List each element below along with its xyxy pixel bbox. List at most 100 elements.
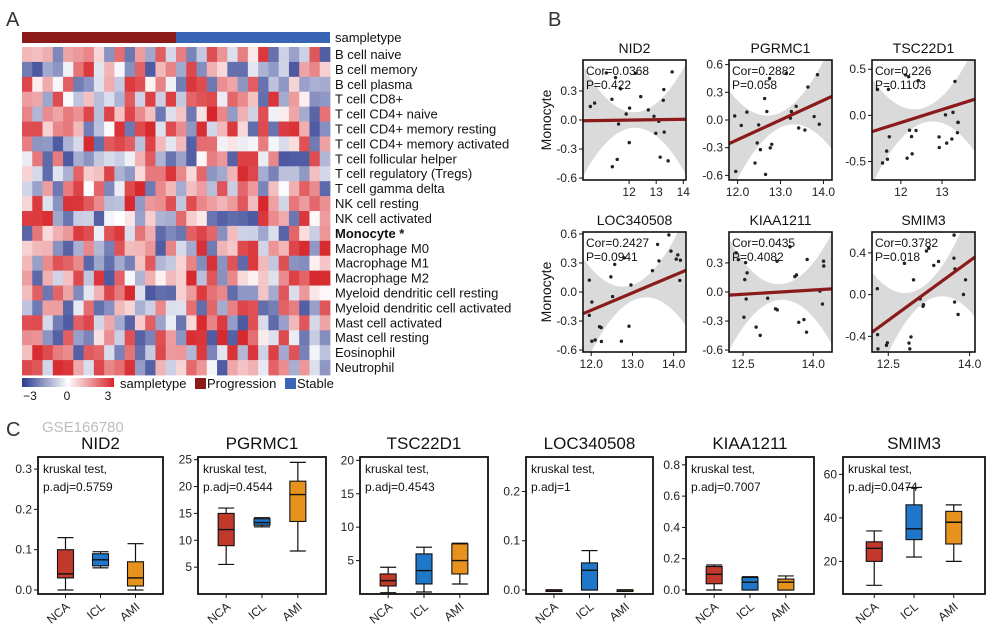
heatmap-cell [165, 240, 177, 257]
heatmap-cell [206, 136, 218, 152]
heatmap-cell [83, 181, 95, 197]
heatmap-cell [206, 61, 218, 78]
heatmap-row-label: Myeloid dendritic cell activated [335, 300, 511, 315]
heatmap-cell [83, 300, 95, 316]
heatmap-cell [196, 136, 208, 152]
heatmap-cell [299, 136, 310, 152]
scatter-point [903, 73, 908, 77]
heatmap-cell [247, 121, 259, 137]
heatmap-cell [247, 166, 259, 182]
heatmap-cell [186, 255, 197, 272]
y-tick-label: 5 [185, 560, 192, 574]
heatmap-cell [247, 300, 259, 316]
scatter-point [767, 76, 772, 81]
scatter-point [613, 75, 618, 80]
scatter-point [952, 233, 956, 237]
heatmap-cell [247, 255, 259, 272]
scatter-point [743, 260, 748, 265]
heatmap-cell [288, 91, 300, 108]
heatmap-cell [52, 166, 64, 182]
heatmap-cell [22, 91, 33, 108]
scatter-point [610, 294, 615, 299]
heatmap-cell [247, 91, 259, 108]
heatmap-cell [288, 166, 300, 182]
heatmap-cell [186, 106, 197, 122]
y-tick-label: -0.6 [702, 168, 723, 182]
heatmap-cell [278, 136, 290, 152]
heatmap-cell [237, 300, 249, 316]
heatmap-cell [73, 166, 84, 182]
scatter-point [796, 126, 801, 130]
x-tick-label: ICL [246, 599, 270, 622]
heatmap-cell [227, 345, 238, 361]
scatter-point [619, 339, 624, 343]
heatmap-cell [124, 360, 136, 376]
heatmap-cell [258, 196, 269, 212]
heatmap-cell [206, 151, 218, 167]
heatmap-cell [268, 211, 280, 227]
scatter-point [768, 146, 772, 150]
heatmap-cell [299, 91, 310, 108]
heatmap-cell [114, 61, 126, 78]
heatmap-cell [237, 285, 249, 301]
heatmap-cell [83, 47, 95, 63]
heatmap-cell [227, 360, 238, 376]
heatmap-cell [114, 47, 126, 63]
scatter-point [597, 325, 602, 329]
heatmap-row-label: Macrophage M1 [335, 256, 429, 271]
boxplot-smim3: SMIM3 kruskal test, p.adj=0.0474 60 40 20 NCA I… [824, 434, 986, 627]
heatmap-cell [114, 225, 126, 242]
heatmap-cell [186, 61, 197, 78]
box-nca [56, 549, 75, 579]
y-tick-label: 0.0 [15, 583, 32, 597]
heatmap-cell [155, 270, 167, 286]
heatmap-cell [217, 315, 228, 331]
heatmap-cell [73, 106, 84, 122]
heatmap-cell [288, 76, 300, 93]
heatmap-cell [93, 47, 105, 63]
heatmap-cell [104, 136, 115, 152]
heatmap-cell [145, 61, 156, 78]
heatmap-cell [237, 151, 249, 167]
heatmap-cell [52, 225, 64, 242]
heatmap-row-label: T cell CD8+ [335, 92, 403, 107]
correlation-label: Cor=0.0435 [732, 236, 795, 250]
heatmap-cell [227, 196, 238, 212]
heatmap-cell [288, 151, 300, 167]
heatmap-cell [165, 211, 177, 227]
box-icl [415, 553, 433, 585]
heatmap-cell [309, 121, 321, 137]
heatmap-cell [124, 196, 136, 212]
box-icl [580, 562, 599, 591]
scatter-point [804, 330, 809, 334]
heatmap-cell [278, 225, 290, 242]
heatmap-cell [299, 121, 310, 137]
heatmap-cell [176, 136, 187, 152]
y-tick-label: 15 [341, 487, 355, 501]
heatmap-cell [165, 330, 177, 346]
heatmap-cell [309, 61, 321, 78]
heatmap-cell [52, 345, 64, 361]
scatter-point [916, 78, 921, 83]
box-ami [777, 578, 795, 591]
heatmap-row-label: Macrophage M0 [335, 241, 429, 256]
heatmap-row-label: NK cell activated [335, 211, 432, 226]
x-tick-label: 13.0 [769, 185, 793, 199]
heatmap-cell [93, 181, 105, 197]
scatter-point [884, 149, 889, 153]
scatter-title: PGRMC1 [751, 40, 811, 56]
box-ami [945, 510, 963, 545]
heatmap-cell [93, 345, 105, 361]
heatmap-cell [237, 211, 249, 227]
scatter-point [937, 145, 941, 150]
scatter-point [667, 233, 671, 237]
heatmap-cell [206, 76, 218, 93]
scatter-point [817, 122, 821, 126]
heatmap-cell [186, 285, 197, 301]
scatter-point [812, 114, 816, 119]
boxplot-title: PGRMC1 [226, 434, 299, 453]
heatmap-cell [114, 330, 126, 346]
x-tick-label: 13.0 [621, 357, 645, 371]
